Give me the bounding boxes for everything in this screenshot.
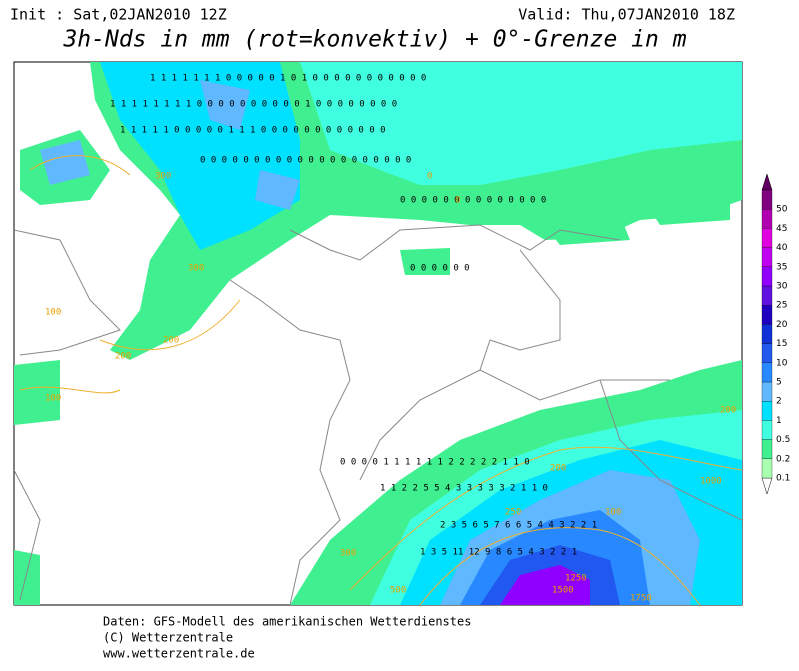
contour-label: 200 [550, 464, 566, 474]
contour-label: 1000 [700, 477, 722, 487]
legend-swatch [761, 247, 773, 267]
title: 3h-Nds in mm (rot=konvektiv) + 0°-Grenze… [62, 27, 686, 53]
legend-label: 25 [776, 301, 787, 311]
contour-label: 300 [155, 172, 171, 182]
legend-swatch [761, 285, 773, 306]
precip-digits: 2 3 5 6 5 7 6 6 5 4 4 3 2 2 1 [440, 521, 597, 531]
map: 1 1 1 1 1 1 1 0 0 0 0 0 1 0 1 0 0 0 0 0 … [13, 61, 743, 606]
legend-label: 20 [776, 320, 788, 330]
footer-line: (C) Wetterzentrale [103, 631, 233, 645]
precip-area [500, 565, 590, 605]
contour-label: 0 [427, 172, 432, 182]
contour-label: 500 [390, 586, 406, 596]
legend-swatch [761, 343, 773, 363]
legend-swatch [761, 362, 773, 383]
contour-label: 100 [605, 508, 621, 518]
precip-digits: 1 1 1 1 1 0 0 0 0 0 1 1 1 0 0 0 0 0 0 0 … [120, 126, 386, 136]
legend-label: 0.1 [776, 474, 790, 484]
contour-label: 250 [505, 508, 521, 518]
footer-line: Daten: GFS-Modell des amerikanischen Wet… [103, 615, 471, 629]
legend-swatch [761, 189, 773, 210]
precip-digits: 0 0 0 0 0 0 0 0 0 0 0 0 0 0 0 0 0 0 0 0 [200, 156, 411, 166]
legend-label: 2 [776, 397, 782, 407]
precip-area [40, 140, 90, 185]
precip-area [400, 200, 730, 275]
precip-digits: 1 1 1 1 1 1 1 0 0 0 0 0 1 0 1 0 0 0 0 0 … [150, 74, 426, 84]
precip-area [100, 62, 300, 250]
precip-area [300, 62, 742, 185]
legend-swatch [761, 439, 773, 459]
precip-digits: 1 3 5 11 12 9 8 6 5 4 3 2 2 1 [420, 548, 577, 558]
precip-digits: 1 1 1 1 1 1 1 1 0 0 0 0 0 0 0 0 0 0 1 0 … [110, 100, 397, 110]
legend-cap [761, 173, 773, 191]
legend-swatch [761, 381, 773, 402]
footer-line: www.wetterzentrale.de [103, 647, 255, 661]
contour-label: 1750 [630, 594, 652, 604]
precip-area [14, 360, 60, 605]
legend-swatch [761, 305, 773, 325]
legend-cap [761, 477, 773, 495]
legend-swatch [761, 458, 773, 479]
legend-swatch [761, 266, 773, 287]
valid-time: Valid: Thu,07JAN2010 18Z [518, 6, 735, 24]
contour-label: 100 [45, 308, 61, 318]
precip-area [200, 80, 300, 210]
legend-label: 15 [776, 339, 787, 349]
legend-swatch [761, 228, 773, 248]
legend-swatch [761, 420, 773, 440]
legend-label: 0.2 [776, 454, 790, 464]
contour-label: 0 [455, 196, 460, 206]
legend-swatch [761, 401, 773, 421]
country-borders [14, 224, 742, 605]
precip-digits: 1 1 2 2 5 5 4 3 3 3 3 3 2 1 1 0 [380, 484, 548, 494]
contour-label: 300 [188, 264, 204, 274]
freezing-level-isolines [19, 155, 742, 605]
contour-label: 200 [115, 352, 131, 362]
contour-label: 1500 [552, 586, 574, 596]
legend-label: 50 [776, 205, 788, 215]
legend-label: 45 [776, 224, 787, 234]
legend-label: 30 [776, 282, 788, 292]
legend-label: 5 [776, 378, 782, 388]
precip-digits: 0 0 0 0 1 1 1 1 1 1 2 2 2 2 2 1 1 0 [340, 458, 530, 468]
legend-label: 10 [776, 358, 788, 368]
precip-digits: 0 0 0 0 0 0 0 0 0 0 0 0 0 0 [400, 196, 546, 206]
init-time: Init : Sat,02JAN2010 12Z [10, 6, 227, 24]
legend-label: 1 [776, 416, 782, 426]
legend-label: 35 [776, 262, 787, 272]
contour-label: 200 [720, 406, 736, 416]
precip-digits: 0 0 0 0 0 0 [410, 264, 470, 274]
contour-label: 200 [163, 336, 179, 346]
legend-label: 40 [776, 243, 788, 253]
legend-swatch [761, 209, 773, 229]
contour-label: 100 [45, 394, 61, 404]
contour-label: 300 [340, 549, 356, 559]
contour-label: 1250 [565, 574, 587, 584]
legend-label: 0.5 [776, 435, 790, 445]
legend-swatch [761, 324, 773, 344]
